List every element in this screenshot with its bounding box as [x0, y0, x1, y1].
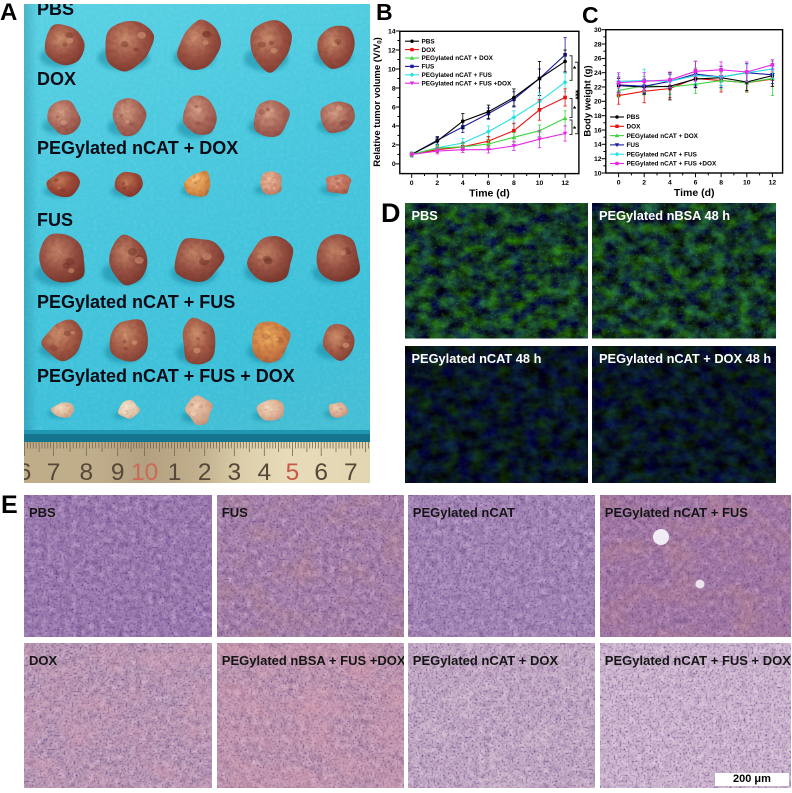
svg-text:PBS: PBS	[627, 114, 641, 121]
svg-text:PBS: PBS	[422, 38, 436, 45]
svg-text:4: 4	[668, 179, 672, 186]
svg-text:10: 10	[131, 459, 158, 483]
svg-text:PEGylated nCAT + FUS +DOX: PEGylated nCAT + FUS +DOX	[627, 161, 717, 168]
svg-text:5: 5	[286, 459, 300, 483]
svg-text:PEGylated nCAT + DOX: PEGylated nCAT + DOX	[422, 55, 494, 62]
svg-text:6: 6	[24, 459, 31, 483]
svg-text:30: 30	[594, 27, 602, 34]
svg-text:4: 4	[392, 123, 396, 130]
svg-text:PEGylated nCAT + DOX: PEGylated nCAT + DOX	[627, 133, 699, 140]
svg-text:Body weight (g): Body weight (g)	[583, 65, 594, 136]
svg-text:12: 12	[594, 156, 602, 163]
svg-text:10: 10	[536, 180, 544, 187]
svg-text:7: 7	[344, 459, 358, 483]
svg-text:Relative tumor volume (V/V0): Relative tumor volume (V/V0)	[372, 37, 383, 167]
svg-text:12: 12	[769, 179, 777, 186]
svg-text:PEGylated nCAT + FUS +DOX: PEGylated nCAT + FUS +DOX	[422, 80, 512, 87]
svg-text:7: 7	[47, 459, 61, 483]
svg-text:1: 1	[168, 459, 182, 483]
svg-text:*: *	[573, 105, 577, 114]
svg-text:4: 4	[257, 459, 271, 483]
svg-text:14: 14	[594, 142, 602, 149]
svg-text:12: 12	[561, 180, 569, 187]
svg-text:PEGylated nCAT + FUS: PEGylated nCAT + FUS	[422, 72, 493, 79]
svg-text:6: 6	[694, 179, 698, 186]
svg-text:6: 6	[314, 459, 328, 483]
svg-text:0: 0	[410, 180, 414, 187]
svg-text:2: 2	[642, 179, 646, 186]
svg-text:16: 16	[594, 127, 602, 134]
svg-text:28: 28	[594, 41, 602, 48]
svg-text:9: 9	[111, 459, 125, 483]
svg-text:2: 2	[198, 459, 212, 483]
svg-text:8: 8	[719, 179, 723, 186]
svg-text:20: 20	[594, 99, 602, 106]
svg-text:14: 14	[388, 28, 396, 35]
svg-text:4: 4	[461, 180, 465, 187]
svg-text:26: 26	[594, 56, 602, 63]
svg-text:10: 10	[743, 179, 751, 186]
svg-text:*: *	[573, 65, 577, 74]
svg-text:8: 8	[512, 180, 516, 187]
svg-text:FUS: FUS	[422, 64, 436, 71]
svg-text:10: 10	[388, 66, 396, 73]
svg-text:***: ***	[571, 90, 580, 100]
svg-text:2: 2	[435, 180, 439, 187]
svg-text:*: *	[573, 125, 577, 134]
svg-text:PEGylated nCAT + FUS: PEGylated nCAT + FUS	[627, 151, 698, 158]
svg-text:8: 8	[79, 459, 93, 483]
svg-text:0: 0	[617, 179, 621, 186]
svg-text:3: 3	[227, 459, 241, 483]
svg-text:2: 2	[392, 142, 396, 149]
svg-text:DOX: DOX	[422, 47, 437, 54]
svg-text:8: 8	[392, 85, 396, 92]
svg-text:FUS: FUS	[627, 142, 641, 149]
svg-text:0: 0	[392, 161, 396, 168]
svg-text:DOX: DOX	[627, 124, 642, 131]
svg-text:6: 6	[487, 180, 491, 187]
svg-text:22: 22	[594, 84, 602, 91]
svg-text:Time (d): Time (d)	[674, 187, 715, 199]
svg-text:Time (d): Time (d)	[469, 188, 510, 200]
svg-text:10: 10	[594, 170, 602, 177]
svg-text:18: 18	[594, 113, 602, 120]
svg-text:6: 6	[392, 104, 396, 111]
svg-text:12: 12	[388, 47, 396, 54]
svg-text:24: 24	[594, 70, 602, 77]
